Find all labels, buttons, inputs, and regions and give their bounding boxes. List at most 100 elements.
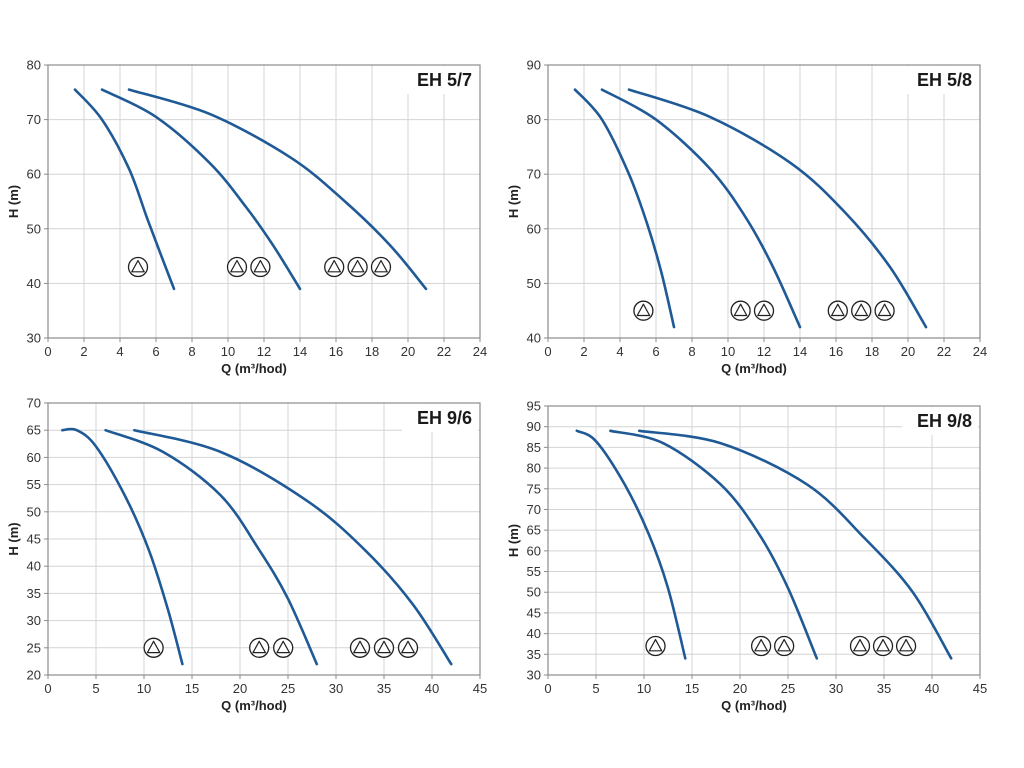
x-tick-label: 45 [473,681,487,696]
pump-curve-2 [600,88,802,329]
pump-symbol-triangle [353,640,367,654]
x-axis-label: Q (m³/hod) [721,361,787,376]
pump-symbol-icon [373,637,395,658]
x-tick-label: 40 [925,681,939,696]
pump-curve-3 [127,88,428,291]
pump-symbol-icon [895,635,917,657]
pump-symbol-triangle [276,640,290,654]
pump-curve-1 [573,88,676,329]
x-tick-label: 2 [80,344,87,359]
y-tick-label: 50 [527,585,541,600]
x-tick-label: 10 [221,344,235,359]
y-tick-label: 50 [27,504,41,519]
pump-curve-1 [73,88,176,291]
x-tick-label: 14 [793,344,807,359]
pump-symbol-triangle [877,303,892,317]
x-tick-label: 24 [973,344,987,359]
pump-symbol-icon [143,637,164,658]
title-background [902,66,978,94]
chart-title: EH 9/8 [917,411,972,431]
pump-symbol-triangle [830,303,845,317]
x-tick-label: 45 [973,681,987,696]
pump-symbol-icon [774,635,795,657]
pump-symbol-triangle [648,638,663,652]
y-tick-label: 55 [527,564,541,579]
x-tick-label: 8 [188,344,195,359]
pump-symbol-icon [730,300,751,321]
x-tick-label: 0 [44,681,51,696]
pump-symbol-icon [226,256,248,278]
x-axis-label: Q (m³/hod) [721,698,787,713]
pump-symbol-icon [753,300,775,321]
y-tick-label: 25 [27,640,41,655]
pump-symbol-icon [872,635,894,657]
y-tick-label: 60 [527,543,541,558]
y-tick-label: 40 [527,626,541,641]
x-tick-label: 35 [877,681,891,696]
pump-symbol-icon [250,256,271,278]
chart-title: EH 5/7 [417,70,472,90]
y-tick-label: 60 [27,450,41,465]
plot-frame [547,405,981,676]
x-tick-label: 5 [92,681,99,696]
x-tick-label: 6 [152,344,159,359]
pump-curve-2 [609,429,819,660]
y-tick-label: 50 [527,276,541,291]
y-tick-label: 90 [527,58,541,73]
x-tick-label: 12 [257,344,271,359]
x-tick-label: 22 [437,344,451,359]
y-tick-label: 20 [27,668,41,683]
y-tick-label: 85 [527,440,541,455]
pump-curve-1 [575,429,687,660]
x-tick-label: 20 [733,681,747,696]
x-tick-label: 10 [137,681,151,696]
y-tick-label: 70 [27,396,41,411]
y-tick-label: 60 [27,167,41,182]
pump-symbol-triangle [374,259,388,273]
x-tick-label: 20 [233,681,247,696]
y-tick-label: 60 [527,221,541,236]
title-background [402,66,478,94]
y-tick-label: 35 [27,586,41,601]
pump-curve-1 [61,427,184,666]
x-tick-label: 14 [293,344,307,359]
x-tick-label: 0 [544,344,551,359]
pump-symbol-triangle [131,259,145,273]
pump-symbol-icon [874,300,895,321]
y-tick-label: 45 [27,532,41,547]
pump-symbol-triangle [733,303,748,317]
chart-title: EH 9/6 [417,408,472,428]
chart-panel: EH 5/70 2 4 6 8 10 12 14 16 18 20 22 24304050607080Q… [6,58,487,377]
x-tick-label: 16 [329,344,343,359]
x-tick-label: 24 [473,344,487,359]
x-tick-label: 4 [616,344,623,359]
y-tick-label: 70 [527,502,541,517]
pump-curve-2 [104,428,319,666]
y-tick-label: 65 [527,523,541,538]
x-tick-label: 20 [901,344,915,359]
pump-symbol-icon [347,256,368,278]
x-tick-label: 8 [688,344,695,359]
y-tick-label: 70 [27,112,41,127]
x-tick-label: 4 [116,344,123,359]
y-tick-label: 40 [527,331,541,346]
chart-title: EH 5/8 [917,70,972,90]
pump-symbol-triangle [876,638,890,652]
pump-symbol-icon [370,256,392,278]
chart-panel: EH 9/8 0 5 10 15 20 25 30 35 40 45 30 35 40 45 50 55 60 65… [506,399,987,714]
x-tick-label: 12 [757,344,771,359]
pump-symbol-icon [851,300,872,321]
y-tick-label: 80 [27,58,41,73]
pump-symbol-triangle [253,259,268,273]
y-tick-label: 50 [27,221,41,236]
pump-symbol-triangle [230,259,244,273]
pump-symbol-triangle [853,638,867,652]
pump-symbol-icon [249,637,270,658]
title-background [902,407,978,435]
x-tick-label: 15 [685,681,699,696]
y-tick-label: 75 [527,481,541,496]
pump-curve-3 [637,429,953,660]
pump-symbol-icon [633,300,654,321]
x-tick-label: 0 [44,344,51,359]
